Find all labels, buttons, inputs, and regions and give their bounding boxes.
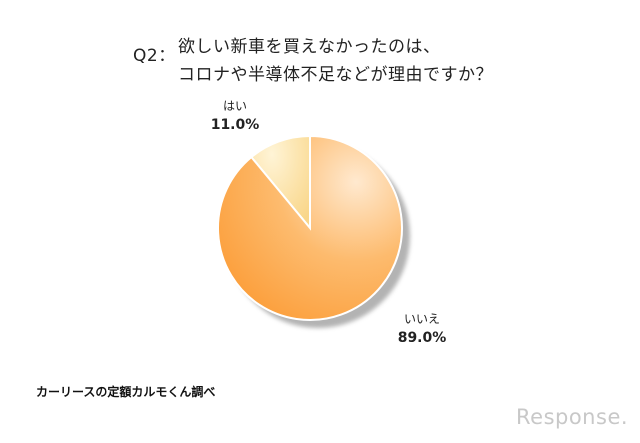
source-note: カーリースの定額カルモくん調べ [36,385,216,399]
label-category-no: いいえ [404,312,440,326]
pie-slice-no [217,134,403,321]
brand-logo: Response. [516,405,629,429]
question-text-line-2: コロナや半導体不足などが理由ですか？ [178,65,493,85]
label-category-yes: はい [223,99,247,113]
question-number: Q2： [133,46,176,66]
label-value-no: 89.0% [398,330,447,346]
question-text-line-1: 欲しい新車を買えなかったのは、 [178,37,441,57]
label-value-yes: 11.0% [211,117,260,133]
